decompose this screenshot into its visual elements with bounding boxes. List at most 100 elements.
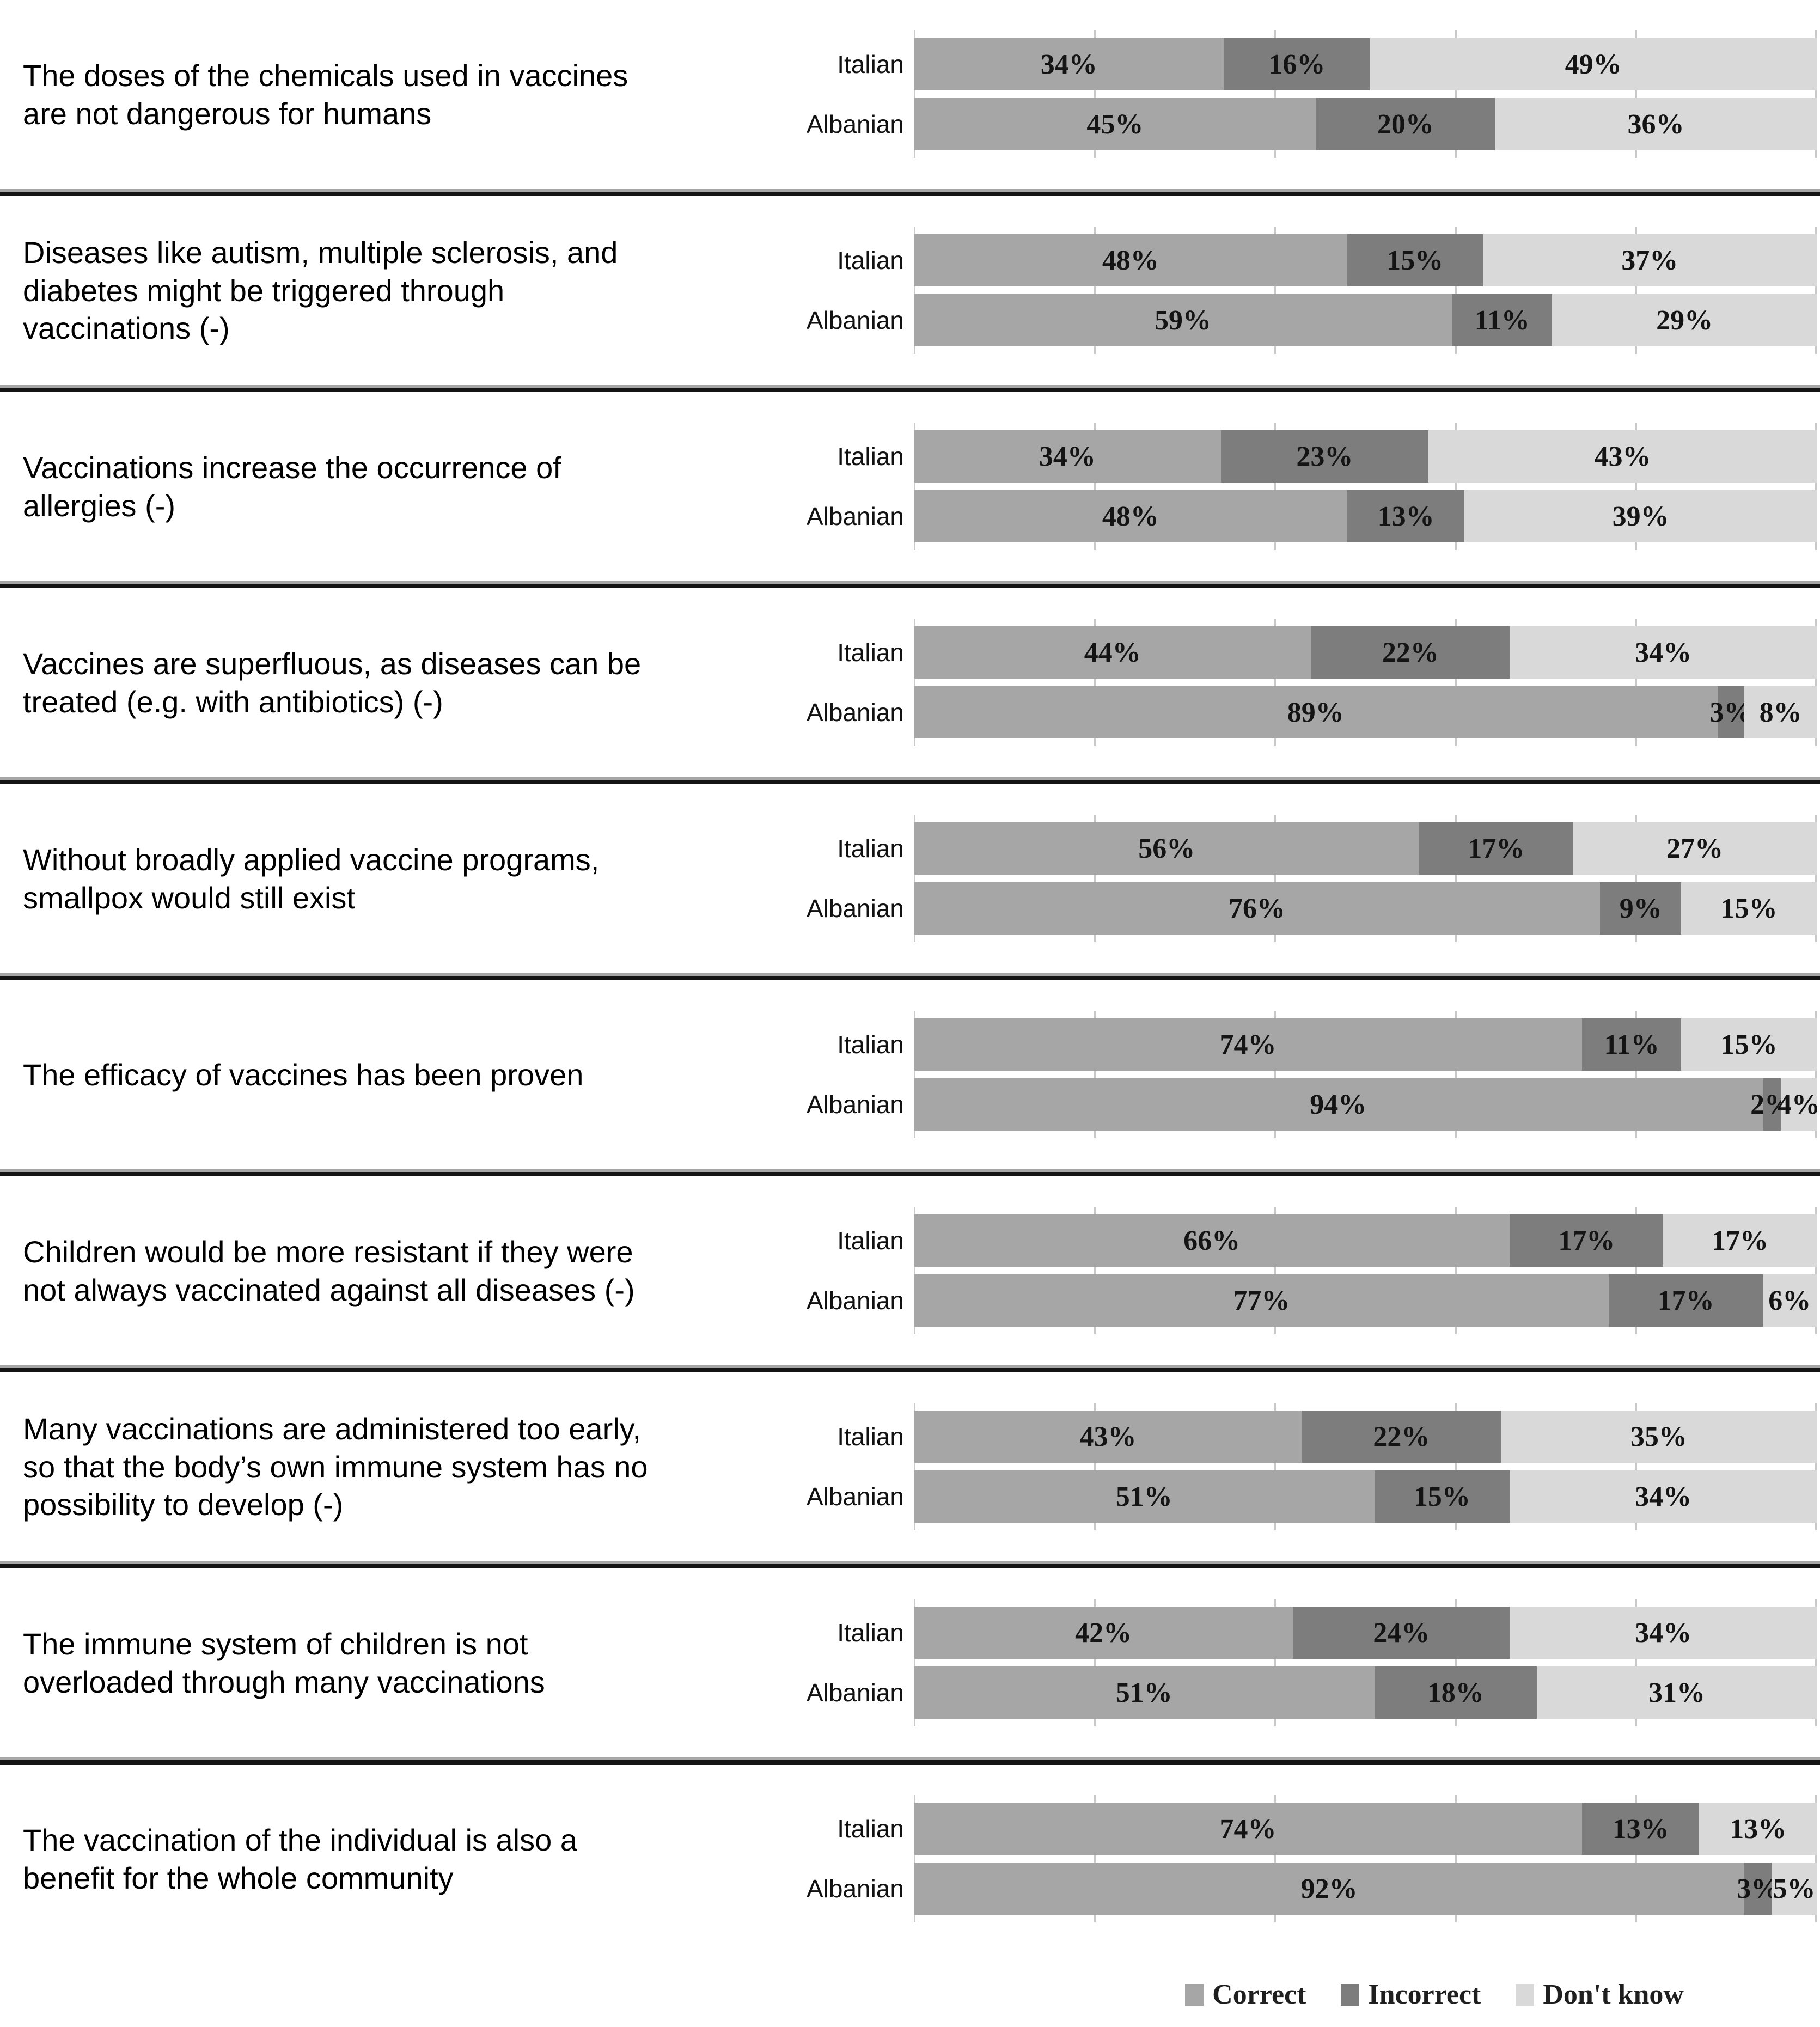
statement-cell: The immune system of children is not ove… xyxy=(0,1568,675,1757)
statement-cell: Vaccines are superfluous, as diseases ca… xyxy=(0,588,675,777)
segment-dont-know: 13% xyxy=(1699,1803,1817,1855)
gridlines xyxy=(914,1207,1817,1334)
segment-correct: 92% xyxy=(914,1863,1745,1915)
gridline-0 xyxy=(914,30,915,158)
group-divider xyxy=(0,777,1820,784)
segment-incorrect: 22% xyxy=(1311,626,1510,679)
segment-value-label: 94% xyxy=(1310,1089,1367,1120)
segment-incorrect: 3% xyxy=(1737,1863,1779,1915)
bar-row: Albanian 76% 9% 15% xyxy=(675,882,1820,935)
bar-row: Italian 56% 17% 27% xyxy=(675,822,1820,875)
segment-correct: 34% xyxy=(914,38,1224,90)
statement-group: Vaccines are superfluous, as diseases ca… xyxy=(0,588,1820,777)
group-plot-area: Italian 74% 11% 15% Albanian 94% 2% 4% xyxy=(675,980,1820,1169)
legend-item-dont-know: Don't know xyxy=(1516,1979,1684,2011)
gridline-60 xyxy=(1455,30,1457,158)
statement-group: Vaccinations increase the occurrence of … xyxy=(0,392,1820,581)
segment-value-label: 24% xyxy=(1373,1617,1430,1649)
segment-value-label: 31% xyxy=(1648,1677,1705,1708)
segment-value-label: 13% xyxy=(1377,500,1434,532)
segment-dont-know: 4% xyxy=(1778,1078,1820,1131)
segment-value-label: 34% xyxy=(1040,48,1097,80)
row-label: Albanian xyxy=(806,1286,904,1315)
statement-text: The doses of the chemicals used in vacci… xyxy=(23,58,628,131)
statement-group: The efficacy of vaccines has been proven… xyxy=(0,980,1820,1169)
segment-correct: 42% xyxy=(914,1607,1293,1659)
group-divider xyxy=(0,385,1820,392)
segment-value-label: 27% xyxy=(1666,833,1724,864)
segment-incorrect: 20% xyxy=(1316,98,1495,150)
stacked-bar: 89% 3% 8% xyxy=(914,686,1817,738)
segment-value-label: 17% xyxy=(1468,833,1525,864)
row-label: Italian xyxy=(837,1422,904,1451)
segment-value-label: 39% xyxy=(1612,500,1669,532)
gridline-60 xyxy=(1455,227,1457,354)
segment-correct: 48% xyxy=(914,490,1347,542)
segment-correct: 51% xyxy=(914,1666,1375,1719)
stacked-bar: 74% 13% 13% xyxy=(914,1803,1817,1855)
gridline-20 xyxy=(1094,1599,1096,1726)
segment-incorrect: 17% xyxy=(1510,1214,1664,1267)
segment-value-label: 76% xyxy=(1229,893,1286,924)
segment-value-label: 17% xyxy=(1558,1225,1615,1256)
gridlines xyxy=(914,1795,1817,1922)
segment-correct: 66% xyxy=(914,1214,1510,1267)
segment-value-label: 15% xyxy=(1720,1029,1778,1060)
gridline-0 xyxy=(914,227,915,354)
statement-text: Without broadly applied vaccine programs… xyxy=(23,842,600,915)
segment-value-label: 34% xyxy=(1039,441,1096,472)
segment-value-label: 44% xyxy=(1084,637,1141,668)
segment-value-label: 45% xyxy=(1086,108,1144,140)
stacked-bar: 45% 20% 36% xyxy=(914,98,1817,150)
group-divider xyxy=(0,189,1820,196)
bar-row: Italian 34% 16% 49% xyxy=(675,38,1820,90)
bar-row: Albanian 92% 3% 5% xyxy=(675,1863,1820,1915)
bar-row: Albanian 94% 2% 4% xyxy=(675,1078,1820,1131)
segment-value-label: 6% xyxy=(1768,1285,1811,1316)
segment-incorrect: 17% xyxy=(1609,1274,1763,1327)
segment-correct: 56% xyxy=(914,822,1420,875)
legend-label: Incorrect xyxy=(1368,1979,1481,2010)
stacked-bar: 94% 2% 4% xyxy=(914,1078,1820,1131)
bar-row: Albanian 51% 15% 34% xyxy=(675,1470,1820,1523)
segment-correct: 59% xyxy=(914,294,1452,346)
stacked-bar: 56% 17% 27% xyxy=(914,822,1817,875)
row-label: Italian xyxy=(837,246,904,274)
gridline-100 xyxy=(1815,1795,1817,1922)
gridlines xyxy=(914,30,1817,158)
segment-incorrect: 11% xyxy=(1581,1018,1682,1071)
segment-value-label: 9% xyxy=(1619,893,1662,924)
segment-value-label: 51% xyxy=(1115,1481,1172,1512)
statement-group: Diseases like autism, multiple sclerosis… xyxy=(0,196,1820,385)
segment-value-label: 66% xyxy=(1183,1225,1241,1256)
segment-incorrect: 13% xyxy=(1347,490,1465,542)
row-label: Albanian xyxy=(806,1482,904,1511)
gridline-80 xyxy=(1635,30,1638,158)
row-label: Albanian xyxy=(806,1875,904,1903)
gridline-0 xyxy=(914,1403,915,1530)
gridline-40 xyxy=(1274,1599,1277,1726)
row-label: Albanian xyxy=(806,502,904,530)
bar-row: Albanian 77% 17% 6% xyxy=(675,1274,1820,1327)
segment-value-label: 13% xyxy=(1612,1813,1669,1845)
gridline-20 xyxy=(1094,423,1096,550)
statement-cell: Diseases like autism, multiple sclerosis… xyxy=(0,196,675,385)
gridline-80 xyxy=(1635,1207,1638,1334)
segment-value-label: 36% xyxy=(1627,108,1684,140)
group-plot-area: Italian 44% 22% 34% Albanian 89% 3% 8% xyxy=(675,588,1820,777)
gridline-80 xyxy=(1635,423,1638,550)
statement-group: The vaccination of the individual is als… xyxy=(0,1765,1820,1953)
row-label: Albanian xyxy=(806,110,904,138)
incorrect-swatch-icon xyxy=(1341,1983,1360,2006)
statement-text: Diseases like autism, multiple sclerosis… xyxy=(23,235,618,346)
statement-cell: The vaccination of the individual is als… xyxy=(0,1765,675,1953)
stacked-bar: 43% 22% 35% xyxy=(914,1411,1817,1463)
gridline-20 xyxy=(1094,619,1096,746)
segment-value-label: 5% xyxy=(1773,1873,1816,1904)
gridline-100 xyxy=(1815,30,1817,158)
segment-dont-know: 29% xyxy=(1552,294,1817,346)
segment-dont-know: 36% xyxy=(1495,98,1817,150)
segment-correct: 44% xyxy=(914,626,1311,679)
segment-correct: 74% xyxy=(914,1803,1582,1855)
gridline-60 xyxy=(1455,1599,1457,1726)
